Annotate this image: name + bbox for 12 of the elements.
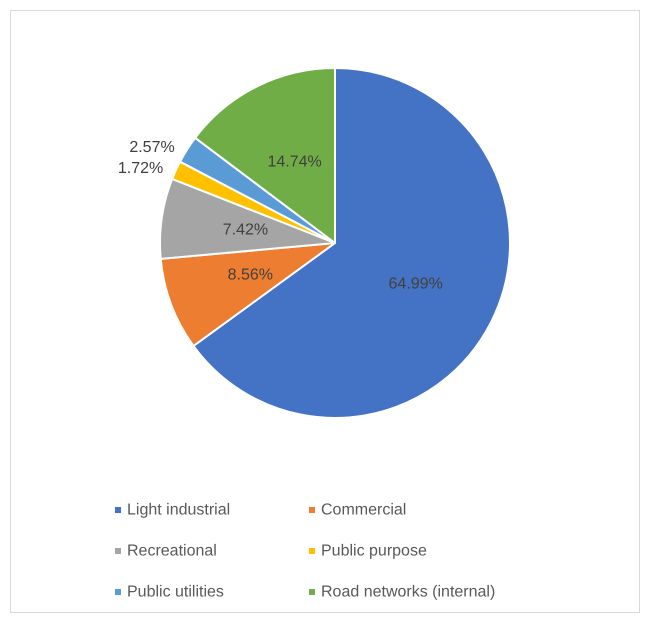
- legend-label: Commercial: [321, 502, 406, 518]
- data-label: 2.57%: [129, 138, 175, 156]
- data-label: 8.56%: [228, 266, 273, 284]
- data-label: 7.42%: [222, 222, 268, 239]
- data-label: 64.99%: [388, 276, 443, 293]
- legend-label: Recreational: [127, 542, 217, 560]
- data-label: 14.74%: [267, 154, 322, 171]
- legend-label: Public utilities: [127, 584, 224, 600]
- data-label: 1.72%: [118, 160, 164, 178]
- legend-label: Light industrial: [127, 502, 230, 518]
- legend-label: Public purpose: [321, 542, 427, 560]
- legend-label: Road networks (internal): [321, 584, 496, 600]
